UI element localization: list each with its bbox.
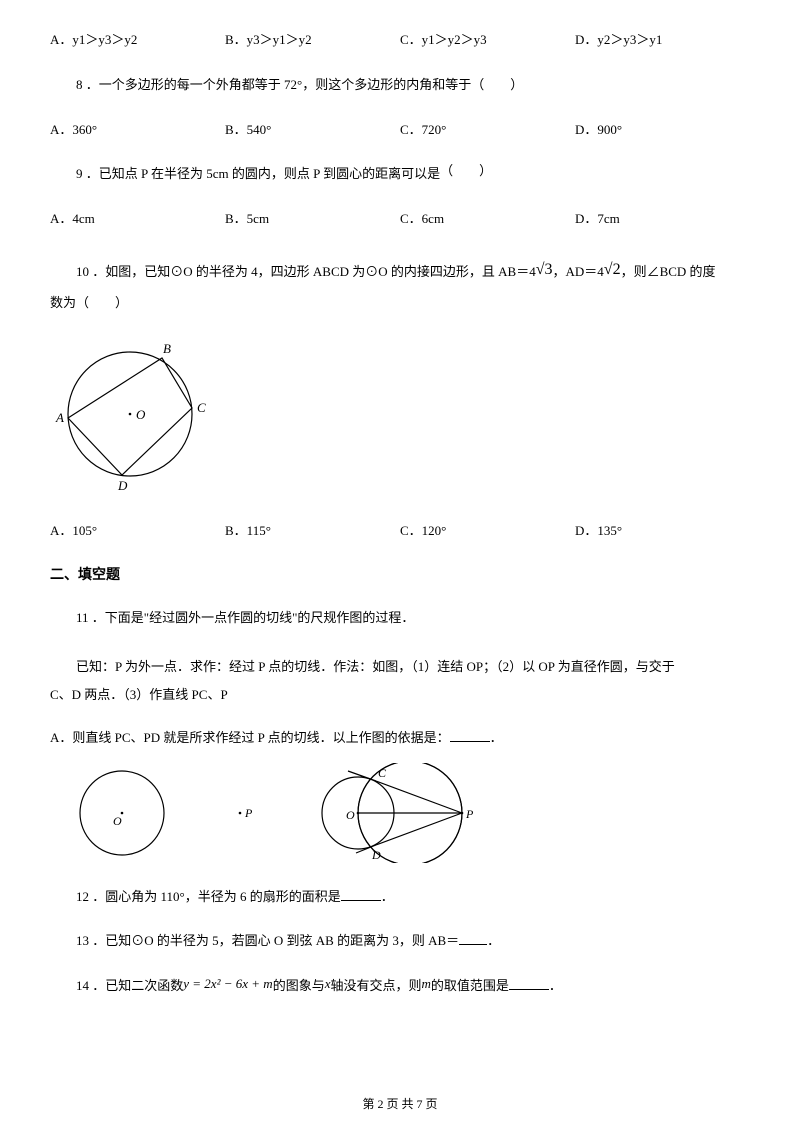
q10-stem-b: ，AD＝4	[553, 264, 604, 279]
q10-opt-b: B．115°	[225, 521, 400, 542]
q11-r-p: P	[465, 807, 474, 821]
q11-body: 已知：P 为外一点．求作：经过 P 点的切线．作法：如图，（1）连结 OP；（2…	[50, 653, 750, 710]
q11-fig-mid: P	[230, 763, 260, 863]
q14-formula: y = 2x² − 6x + m	[183, 976, 272, 991]
q10-stem: 10 ．如图，已知⊙O 的半径为 4，四边形 ABCD 为⊙O 的内接四边形，且…	[50, 254, 750, 318]
q11-line4a: A．则直线 PC、PD 就是所求作经过 P 点的切线．以上作图的依据是：	[50, 730, 450, 745]
q7-opt-b: B．y3＞y1＞y2	[225, 30, 400, 51]
q10-options: A．105° B．115° C．120° D．135°	[50, 521, 750, 542]
q14: 14 ．已知二次函数y = 2x² − 6x + m的图象与x轴没有交点，则m的…	[50, 976, 750, 997]
q13-b: ．	[487, 933, 500, 948]
q14-m: m	[422, 976, 431, 991]
q13: 13 ．已知⊙O 的半径为 5，若圆心 O 到弦 AB 的距离为 3，则 AB＝…	[50, 931, 750, 952]
page-footer: 第 2 页 共 7 页	[0, 1095, 800, 1114]
q9-stem: 9 ．已知点 P 在半径为 5cm 的圆内，则点 P 到圆心的距离可以是（ ）	[50, 164, 750, 185]
q11-line1: 11 ．下面是"经过圆外一点作圆的切线"的尺规作图的过程．	[50, 608, 750, 629]
q12-blank	[341, 889, 381, 901]
q11-line4: A．则直线 PC、PD 就是所求作经过 P 点的切线．以上作图的依据是： ．	[50, 728, 750, 749]
q11-r-o: O	[346, 808, 355, 822]
q10-label-c: C	[197, 400, 206, 415]
q14-d: 的取值范围是	[431, 978, 509, 993]
q11-r-c: C	[378, 766, 387, 780]
q12-b: ．	[381, 889, 394, 904]
q13-a: 13 ．已知⊙O 的半径为 5，若圆心 O 到弦 AB 的距离为 3，则 AB＝	[76, 933, 459, 948]
section-2-title: 二、填空题	[50, 565, 750, 587]
q10-label-a: A	[55, 410, 64, 425]
q11-fig-left: O	[70, 763, 180, 863]
q9-opt-c: C．6cm	[400, 209, 575, 230]
q12: 12 ．圆心角为 110°，半径为 6 的扇形的面积是 ．	[50, 887, 750, 908]
q8-opt-c: C．720°	[400, 120, 575, 141]
q9-opt-b: B．5cm	[225, 209, 400, 230]
q11-line4b: ．	[490, 730, 503, 745]
q8-opt-b: B．540°	[225, 120, 400, 141]
q10-stem-c: ，则∠BCD 的度	[621, 264, 716, 279]
q11-fig-right: O P C D	[310, 763, 510, 863]
q14-a: 14 ．已知二次函数	[76, 978, 183, 993]
q10-label-d: D	[117, 478, 128, 493]
q11-mid-p: P	[244, 806, 253, 820]
q11-line3: C、D 两点．（3）作直线 PC、P	[50, 687, 228, 702]
q10-opt-c: C．120°	[400, 521, 575, 542]
q11-left-o: O	[113, 814, 122, 828]
q9-opt-d: D．7cm	[575, 209, 750, 230]
q10-label-o: O	[136, 407, 146, 422]
q10-opt-d: D．135°	[575, 521, 750, 542]
q12-a: 12 ．圆心角为 110°，半径为 6 的扇形的面积是	[76, 889, 341, 904]
q10-opt-a: A．105°	[50, 521, 225, 542]
q7-opt-d: D．y2＞y3＞y1	[575, 30, 750, 51]
q13-blank	[459, 934, 487, 946]
q11-r-d: D	[371, 848, 381, 862]
q11-figure: O P O P C D	[70, 763, 750, 863]
q11-blank	[450, 730, 490, 742]
q9-opt-a: A．4cm	[50, 209, 225, 230]
q7-opt-c: C．y1＞y2＞y3	[400, 30, 575, 51]
q10-sqrt2: √2	[604, 261, 621, 278]
q11-line2: 已知：P 为外一点．求作：经过 P 点的切线．作法：如图，（1）连结 OP；（2…	[76, 659, 675, 674]
q14-e: ．	[549, 978, 562, 993]
q14-x: x	[325, 976, 331, 991]
q7-options: A．y1＞y3＞y2 B．y3＞y1＞y2 C．y1＞y2＞y3 D．y2＞y3…	[50, 30, 750, 51]
q7-opt-a: A．y1＞y3＞y2	[50, 30, 225, 51]
q8-options: A．360° B．540° C．720° D．900°	[50, 120, 750, 141]
q10-stem-a: 10 ．如图，已知⊙O 的半径为 4，四边形 ABCD 为⊙O 的内接四边形，且…	[76, 264, 536, 279]
q8-stem: 8 ．一个多边形的每一个外角都等于 72°，则这个多边形的内角和等于（ ）	[50, 75, 750, 96]
q9-paren: （ ）	[440, 163, 492, 178]
q14-c: 轴没有交点，则	[330, 978, 421, 993]
q8-opt-a: A．360°	[50, 120, 225, 141]
q8-opt-d: D．900°	[575, 120, 750, 141]
q9-stem-text: 9 ．已知点 P 在半径为 5cm 的圆内，则点 P 到圆心的距离可以是	[76, 166, 440, 181]
q10-circle-svg: O A B C D	[50, 336, 230, 496]
q14-b: 的图象与	[273, 978, 325, 993]
q10-label-b: B	[163, 341, 171, 356]
q14-blank	[509, 978, 549, 990]
q10-sqrt3: √3	[536, 261, 553, 278]
q10-stem-d: 数为（ ）	[50, 295, 128, 310]
q10-figure: O A B C D	[50, 336, 750, 503]
q9-options: A．4cm B．5cm C．6cm D．7cm	[50, 209, 750, 230]
